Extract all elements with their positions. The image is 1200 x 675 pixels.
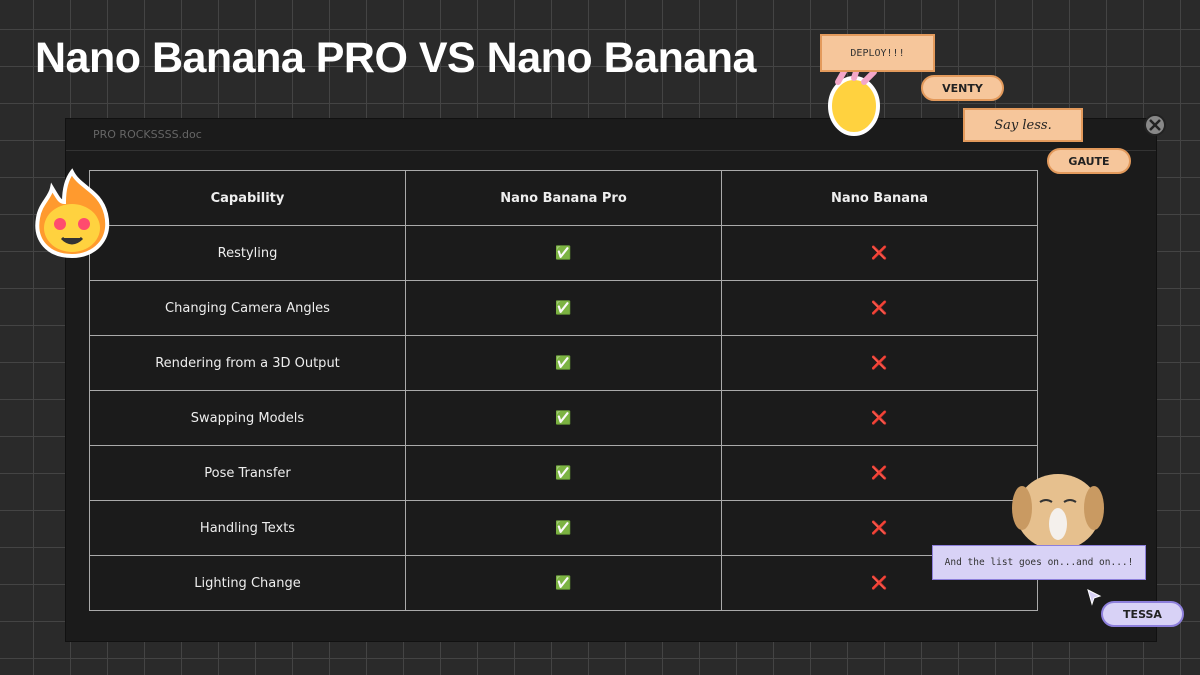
check-mark: ✅ (555, 575, 572, 591)
capability: Swapping Models (190, 410, 305, 426)
cross-mark: ❌ (871, 520, 888, 536)
document-window: PRO ROCKSSSS.doc Capability Nano Banana P… (65, 118, 1157, 642)
header-cell: Nano Banana (721, 170, 1038, 226)
table-cell: ✅ (405, 225, 722, 281)
table-cell: ✅ (405, 445, 722, 501)
cross-mark: ❌ (871, 300, 888, 316)
comparison-table: Capability Nano Banana Pro Nano Banana Rest… (89, 170, 1038, 611)
table-cell: Handling Texts (89, 500, 406, 556)
header-cell: Nano Banana Pro (405, 170, 722, 226)
table-row: Handling Texts ✅ ❌ (89, 500, 1038, 556)
dog-photo (1012, 474, 1104, 548)
cross-mark: ❌ (871, 575, 888, 591)
capability: Restyling (217, 245, 278, 261)
check-mark: ✅ (555, 245, 572, 261)
table-row: Swapping Models ✅ ❌ (89, 390, 1038, 446)
cross-mark: ❌ (871, 355, 888, 371)
check-mark: ✅ (555, 410, 572, 426)
table-cell: ✅ (405, 390, 722, 446)
table-cell: ❌ (721, 280, 1038, 336)
capability: Pose Transfer (204, 465, 291, 481)
window-bar: PRO ROCKSSSS.doc (66, 119, 1156, 151)
table-cell: Pose Transfer (89, 445, 406, 501)
fire-sticker (35, 168, 110, 259)
check-mark: ✅ (555, 465, 572, 481)
capability: Lighting Change (194, 575, 301, 591)
author-tag: VENTY (921, 75, 1004, 101)
comment-bubble: And the list goes on...and on...! (932, 545, 1146, 580)
table-row: Pose Transfer ✅ ❌ (89, 445, 1038, 501)
comment-bubble: DEPLOY!!! (820, 34, 935, 72)
cross-mark: ❌ (871, 410, 888, 426)
table-cell: ❌ (721, 390, 1038, 446)
header-cell: Capability (89, 170, 406, 226)
header-row: Capability Nano Banana Pro Nano Banana (89, 170, 1038, 226)
table-cell: ✅ (405, 555, 722, 611)
table-cell: ✅ (405, 500, 722, 556)
comment-bubble: Say less. (963, 108, 1083, 142)
check-mark: ✅ (555, 300, 572, 316)
table-row: Changing Camera Angles ✅ ❌ (89, 280, 1038, 336)
table-cell: ✅ (405, 280, 722, 336)
table-cell: ✅ (405, 335, 722, 391)
capability: Handling Texts (199, 520, 296, 536)
cross-mark: ❌ (871, 465, 888, 481)
table-cell: Changing Camera Angles (89, 280, 406, 336)
cross-mark: ❌ (871, 245, 888, 261)
table-cell: Rendering from a 3D Output (89, 335, 406, 391)
clap-sticker (828, 63, 880, 136)
title: Nano Banana PRO VS Nano Banana (35, 34, 756, 82)
cursor (1087, 589, 1102, 606)
close-button[interactable] (1142, 112, 1168, 138)
table-row: Rendering from a 3D Output ✅ ❌ (89, 335, 1038, 391)
capability: Changing Camera Angles (165, 300, 330, 316)
author-tag: GAUTE (1047, 148, 1131, 174)
table-row: Restyling ✅ ❌ (89, 225, 1038, 281)
table-cell: ❌ (721, 445, 1038, 501)
check-mark: ✅ (555, 355, 572, 371)
table-cell: Swapping Models (89, 390, 406, 446)
capability: Rendering from a 3D Output (155, 355, 340, 371)
table-cell: Lighting Change (89, 555, 406, 611)
table-cell: Restyling (89, 225, 406, 281)
check-mark: ✅ (555, 520, 572, 536)
author-tag: TESSA (1101, 601, 1184, 627)
table-cell: ❌ (721, 335, 1038, 391)
table-cell: ❌ (721, 225, 1038, 281)
filename: PRO ROCKSSSS.doc (93, 128, 202, 141)
table-row: Lighting Change ✅ ❌ (89, 555, 1038, 611)
